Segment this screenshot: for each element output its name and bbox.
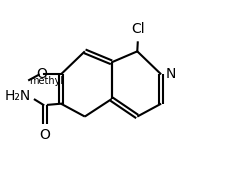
Text: methyl: methyl <box>29 76 63 86</box>
Text: O: O <box>39 128 50 142</box>
Text: O: O <box>36 67 47 81</box>
Text: N: N <box>166 67 176 81</box>
Text: H₂N: H₂N <box>5 88 31 103</box>
Text: Cl: Cl <box>131 22 145 36</box>
